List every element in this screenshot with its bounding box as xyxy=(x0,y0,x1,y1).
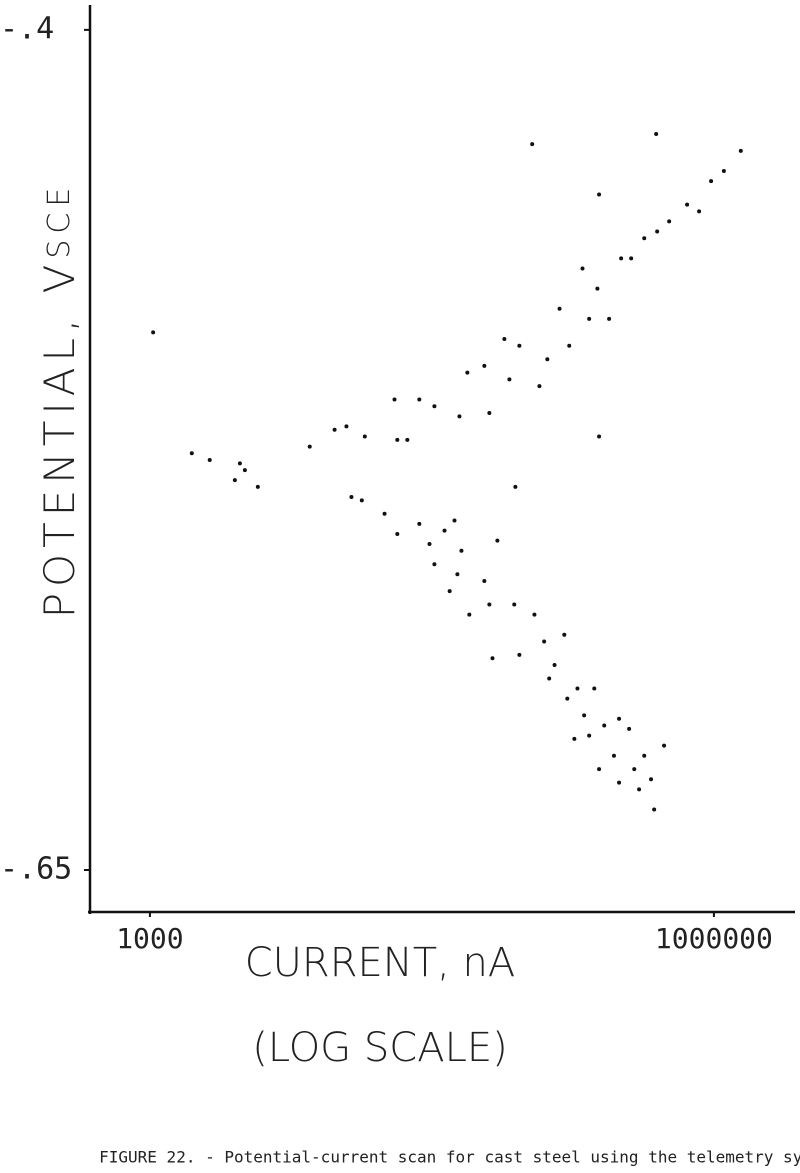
point xyxy=(617,716,622,721)
point xyxy=(607,316,612,321)
point xyxy=(537,384,542,389)
point xyxy=(547,676,552,681)
y-label-sub: SCE xyxy=(42,182,77,259)
point xyxy=(697,209,702,214)
point xyxy=(447,589,452,594)
point xyxy=(392,397,397,402)
point xyxy=(427,542,432,547)
point xyxy=(417,397,422,402)
point xyxy=(575,686,580,691)
point xyxy=(552,663,557,668)
point xyxy=(237,461,242,466)
point xyxy=(592,686,597,691)
point xyxy=(642,236,647,241)
point xyxy=(455,572,460,577)
point xyxy=(417,521,422,526)
point xyxy=(459,548,464,553)
point xyxy=(490,656,495,661)
point xyxy=(512,602,517,607)
point xyxy=(587,733,592,738)
y-axis-label: POTENTIAL, VSCE xyxy=(35,182,84,619)
point xyxy=(629,256,634,261)
point xyxy=(432,562,437,567)
point xyxy=(637,787,642,792)
point xyxy=(530,142,535,147)
point xyxy=(545,357,550,362)
point xyxy=(405,437,410,442)
point xyxy=(242,468,247,473)
y-label-main: POTENTIAL, V xyxy=(35,259,84,619)
point xyxy=(655,229,660,234)
point xyxy=(457,414,462,419)
point xyxy=(602,723,607,728)
point xyxy=(709,179,714,184)
point xyxy=(487,410,492,415)
point xyxy=(587,316,592,321)
x-axis-label: CURRENT, nA xyxy=(245,940,516,986)
point xyxy=(232,478,237,483)
point xyxy=(517,343,522,348)
point xyxy=(532,612,537,617)
point xyxy=(482,578,487,583)
point xyxy=(580,266,585,271)
point xyxy=(362,434,367,439)
point xyxy=(617,780,622,785)
point xyxy=(582,713,587,718)
point xyxy=(642,753,647,758)
point xyxy=(395,531,400,536)
point xyxy=(482,363,487,368)
point xyxy=(517,652,522,657)
point xyxy=(567,343,572,348)
y-tick-label: -.4 xyxy=(0,11,54,46)
point xyxy=(442,528,447,533)
x-tick-label: 1000000 xyxy=(655,922,773,955)
x-axis-note: (LOG SCALE) xyxy=(252,1025,508,1071)
point xyxy=(627,726,632,731)
point xyxy=(662,743,667,748)
point xyxy=(189,451,194,456)
y-tick-label: -.65 xyxy=(0,851,72,886)
point xyxy=(565,696,570,701)
point xyxy=(611,753,616,758)
point xyxy=(207,458,212,463)
point xyxy=(513,484,518,489)
point xyxy=(685,202,690,207)
point xyxy=(255,484,260,489)
point xyxy=(151,330,156,335)
point xyxy=(652,807,657,812)
point xyxy=(359,498,364,503)
point xyxy=(467,612,472,617)
point xyxy=(502,337,507,342)
caption: FIGURE 22. - Potential-current scan for … xyxy=(99,1148,800,1167)
point xyxy=(619,256,624,261)
point xyxy=(654,132,659,137)
point xyxy=(721,169,726,174)
point xyxy=(349,494,354,499)
point xyxy=(495,538,500,543)
point xyxy=(332,427,337,432)
point xyxy=(432,404,437,409)
point xyxy=(465,370,470,375)
point xyxy=(487,602,492,607)
point xyxy=(632,767,637,772)
point xyxy=(649,777,654,782)
point xyxy=(595,286,600,291)
point xyxy=(507,377,512,382)
point xyxy=(395,437,400,442)
point xyxy=(597,767,602,772)
point xyxy=(382,511,387,516)
point xyxy=(452,518,457,523)
point xyxy=(562,632,567,637)
point xyxy=(307,444,312,449)
point xyxy=(597,192,602,197)
point xyxy=(738,148,743,153)
point xyxy=(542,639,547,644)
point xyxy=(557,306,562,311)
point xyxy=(597,434,602,439)
point xyxy=(344,424,349,429)
point xyxy=(667,219,672,224)
x-tick-label: 1000 xyxy=(116,922,183,955)
point xyxy=(572,736,577,741)
